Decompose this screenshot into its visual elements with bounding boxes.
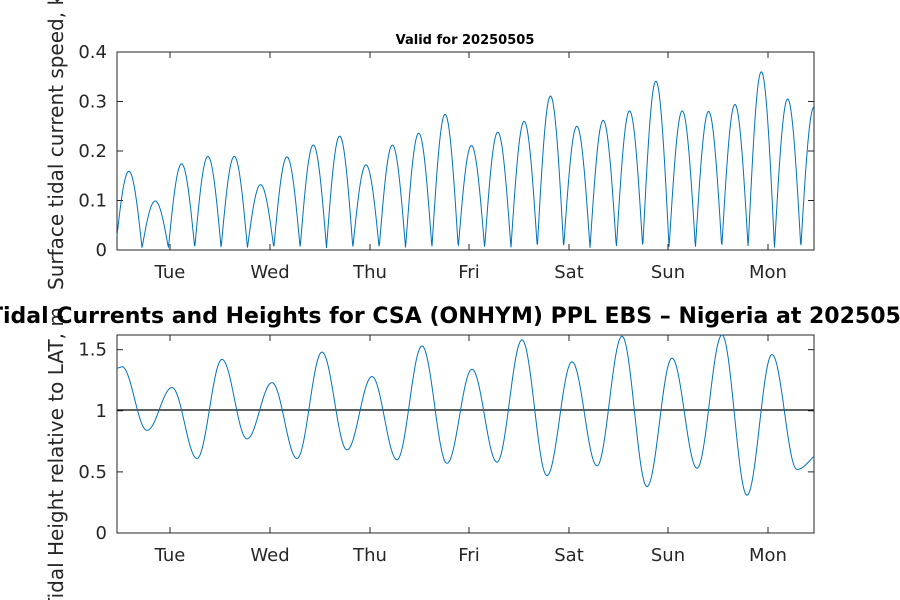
tidal-height-xtick-label: Sun [651,545,685,566]
tidal-height-ytick-label: 1 [96,401,107,422]
tidal-height-xtick-label: Tue [154,545,186,566]
tidal-height-ylabel: Tidal Height relative to LAT, m [44,307,68,600]
current-speed-plot-frame [116,51,815,251]
current-speed-ytick-label: 0.3 [78,92,107,113]
current-speed-xtick-label: Fri [458,262,479,283]
tidal-height-xtick-label: Mon [749,545,787,566]
current-speed-xtick-label: Tue [154,262,186,283]
current-speed-subtitle: Valid for 20250505 [396,33,535,48]
current-speed-ytick-label: 0.1 [78,191,107,212]
tidal-height-series-line [116,334,815,496]
current-speed-ylabel: Surface tidal current speed, kn [44,0,68,290]
tidal-height-plot-frame [116,334,815,534]
current-speed-series-line [116,71,815,249]
current-speed-xtick-label: Mon [749,262,787,283]
current-speed-ticks: 0 0.1 0.2 0.3 0.4 Tue Wed Thu Fri Sat Sun Mon [78,42,814,283]
current-speed-xtick-label: Sun [651,262,685,283]
tidal-height-xtick-label: Sat [554,545,584,566]
tidal-height-ticks: 0 0.5 1 1.5 Tue Wed Thu Fri Sat Sun Mon [78,335,814,566]
tidal-height-ytick-label: 1.5 [78,340,107,361]
current-speed-ytick-label: 0.4 [78,42,107,63]
current-speed-axes: 0 0.1 0.2 0.3 0.4 Tue Wed Thu Fri Sat Sun Mon Valid… [78,33,815,283]
tidal-height-ytick-label: 0.5 [78,462,107,483]
tidal-height-axes: 0 0.5 1 1.5 Tue Wed Thu Fri Sat Sun Mon [78,334,815,566]
current-speed-ytick-label: 0.2 [78,141,107,162]
tidal-height-ytick-label: 0 [96,523,107,544]
tidal-height-xtick-label: Wed [250,545,289,566]
current-speed-xtick-label: Sat [554,262,584,283]
main-title: Tidal Currents and Heights for CSA (ONHY… [0,304,900,329]
current-speed-ytick-label: 0 [96,240,107,261]
tidal-height-xtick-label: Fri [458,545,479,566]
tidal-height-xtick-label: Thu [352,545,387,566]
current-speed-xtick-label: Wed [250,262,289,283]
current-speed-xtick-label: Thu [352,262,387,283]
